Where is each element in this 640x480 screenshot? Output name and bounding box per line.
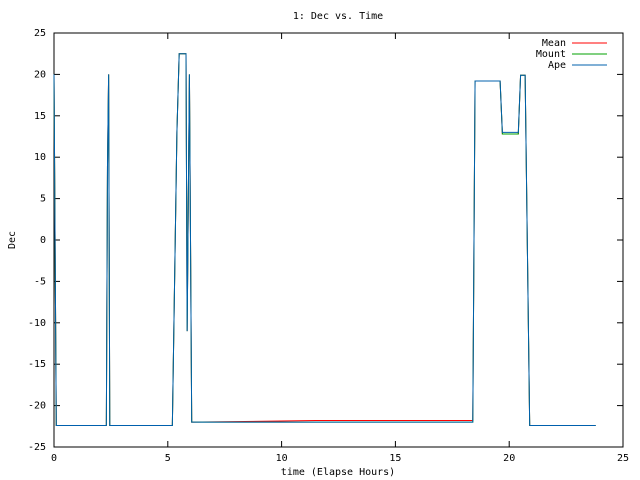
x-tick-label: 0 [51,453,57,464]
legend-label: Ape [548,60,566,71]
x-axis-label: time (Elapse Hours) [281,467,395,478]
y-tick-label: 25 [34,28,46,39]
x-tick-label: 15 [389,453,401,464]
y-tick-label: -20 [28,401,46,412]
y-tick-label: 5 [40,194,46,205]
series-line [53,53,596,426]
chart-title: 1: Dec vs. Time [293,11,383,22]
legend-label: Mount [536,49,566,60]
legend-label: Mean [542,38,566,49]
y-tick-label: -10 [28,318,46,329]
x-tick-label: 10 [276,453,288,464]
x-tick-label: 25 [617,453,629,464]
x-tick-label: 20 [503,453,515,464]
y-axis-label: Dec [7,231,18,249]
y-tick-label: -15 [28,359,46,370]
y-tick-label: 0 [40,235,46,246]
x-tick-label: 5 [165,453,171,464]
y-tick-label: 20 [34,69,46,80]
y-tick-label: 15 [34,111,46,122]
y-tick-label: -5 [34,276,46,287]
y-tick-label: -25 [28,442,46,453]
y-tick-label: 10 [34,152,46,163]
